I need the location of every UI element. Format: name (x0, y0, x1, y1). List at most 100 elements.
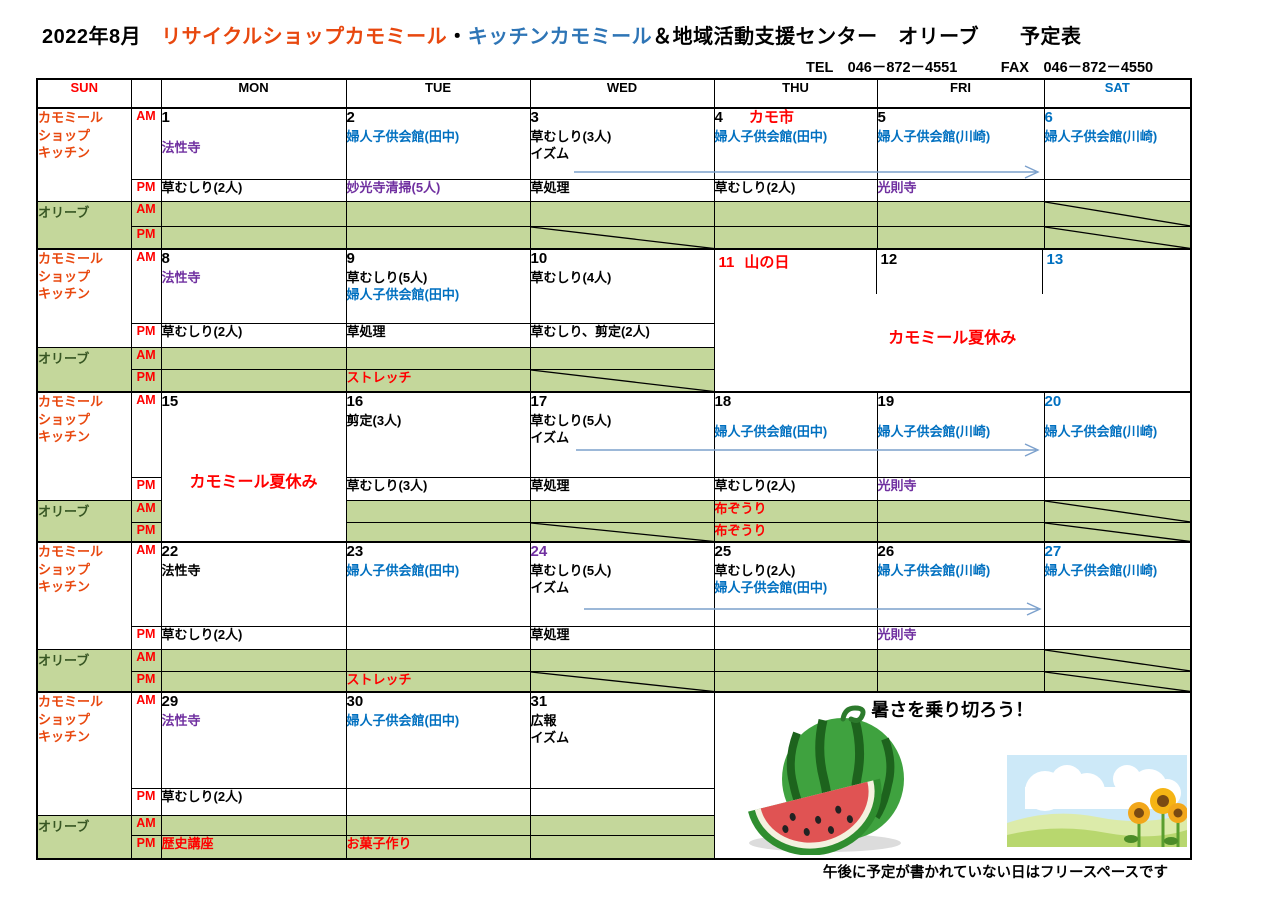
cell-aug17-olive-pm (529, 521, 715, 543)
day-number: 1 (161, 109, 170, 126)
title-shop-name: リサイクルショップカモミール (161, 26, 448, 48)
cell-aug20-olive-am (1043, 499, 1192, 523)
watermelon-illustration (747, 705, 904, 855)
event: 妙光寺清掃(5人) (346, 179, 441, 195)
cell-aug31-am: 31 広報 イズム (529, 691, 715, 789)
cell-aug18-pm: 草むしり(2人) (713, 476, 878, 501)
event: 草むしり(3人) (530, 129, 612, 145)
cell-aug1-olive-pm (160, 225, 347, 250)
event: 法性寺 (161, 713, 201, 729)
closed-diagonal-line (1045, 227, 1191, 249)
day-number: 19 (877, 393, 895, 410)
cell-aug2-olive-am (345, 200, 531, 227)
row-label-kamomile: カモミール ショップ キッチン (36, 691, 132, 816)
closed-diagonal-line (1045, 202, 1191, 226)
am-label: AM (130, 346, 162, 370)
cell-aug4-olive-pm (713, 225, 878, 250)
am-label: AM (130, 499, 162, 523)
am-label: AM (130, 648, 162, 672)
event: 草処理 (346, 323, 386, 339)
cell-aug22-pm: 草むしり(2人) (160, 625, 347, 650)
day-number: 18 (714, 393, 732, 410)
cell-aug16-pm: 草むしり(3人) (345, 476, 531, 501)
cell-aug22-am: 22 法性寺 (160, 541, 347, 627)
weekday-header-sat: SAT (1043, 78, 1192, 109)
cell-aug2-am: 2 婦人子供会館(田中) (345, 107, 531, 180)
cell-aug29-olive-pm: 歴史講座 (160, 834, 347, 860)
day-number: 29 (161, 693, 179, 710)
cell-aug24-pm: 草処理 (529, 625, 715, 650)
event: 光則寺 (877, 477, 917, 493)
row-label-olive: オリーブ (36, 814, 132, 860)
cell-aug19-am: 19 婦人子供会館(川崎) (876, 391, 1045, 478)
event: 草むしり(2人) (714, 179, 796, 195)
event: 草処理 (530, 626, 570, 642)
pm-label: PM (130, 834, 162, 860)
weekday-header-sun: SUN (36, 78, 132, 109)
cell-aug1-pm: 草むしり(2人) (160, 178, 347, 202)
day-number: 11 (718, 254, 735, 271)
day-number: 31 (530, 693, 548, 710)
cell-aug17-am: 17 草むしり(5人) イズム (529, 391, 715, 478)
cell-aug9-am: 9 草むしり(5人) 婦人子供会館(田中) (345, 248, 531, 324)
cell-aug20-pm (1043, 476, 1192, 501)
event: 草むしり(3人) (346, 477, 428, 493)
event: 草むしり(5人) (346, 270, 428, 286)
closed-diagonal-line (531, 370, 714, 392)
summer-break-merged-cell: 11 山の日 12 13 カモミール夏休み (713, 248, 1192, 393)
closed-diagonal-line (1045, 650, 1191, 671)
cell-aug16-olive-pm (345, 521, 531, 543)
cell-aug9-olive-am (345, 346, 531, 370)
day-number: 13 (1046, 251, 1064, 268)
cell-aug24-olive-pm (529, 670, 715, 693)
cell-aug13: 13 (1041, 251, 1188, 294)
holiday-label: 山の日 (744, 254, 790, 271)
cell-aug3-olive-am (529, 200, 715, 227)
cell-aug3-olive-pm (529, 225, 715, 250)
event: 草むしり(2人) (161, 323, 243, 339)
cell-aug6-olive-am (1043, 200, 1192, 227)
span-arrow-week4 (584, 602, 1042, 616)
cell-aug25-olive-am (713, 648, 878, 672)
cell-aug29-am: 29 法性寺 (160, 691, 347, 789)
am-label: AM (130, 541, 162, 627)
title-rest: ＆地域活動支援センター オリーブ 予定表 (652, 26, 1082, 48)
closed-diagonal-line (1045, 672, 1191, 692)
event: 婦人子供会館(田中) (346, 286, 460, 302)
day-number: 15 (161, 393, 179, 410)
cell-aug19-olive-pm (876, 521, 1045, 543)
title-kitchen-name: キッチンカモミール (467, 26, 653, 48)
event: イズム (530, 145, 570, 161)
cell-aug22-olive-am (160, 648, 347, 672)
am-label: AM (130, 107, 162, 180)
cell-aug17-pm: 草処理 (529, 476, 715, 501)
event: 法性寺 (161, 563, 201, 579)
pm-label: PM (130, 368, 162, 393)
event: 婦人子供会館(田中) (346, 563, 460, 579)
day-number: 23 (346, 543, 364, 560)
sunflower-field-illustration (1006, 755, 1187, 847)
cell-aug26-pm: 光則寺 (876, 625, 1045, 650)
cell-aug23-olive-am (345, 648, 531, 672)
row-label-kamomile: カモミール ショップ キッチン (36, 248, 132, 348)
pm-label: PM (130, 225, 162, 250)
event: 歴史講座 (161, 835, 214, 851)
event: 婦人子供会館(川崎) (1044, 563, 1158, 579)
row-label-olive: オリーブ (36, 648, 132, 693)
day-number: 17 (530, 393, 548, 410)
pm-label: PM (130, 625, 162, 650)
day-number: 3 (530, 109, 539, 126)
closed-diagonal-line (1045, 523, 1191, 542)
event-badge: カモ市 (748, 109, 794, 126)
cell-aug22-olive-pm (160, 670, 347, 693)
event: 草むしり(5人) (530, 563, 612, 579)
day-number: 30 (346, 693, 364, 710)
am-label: AM (130, 814, 162, 836)
event: 法性寺 (161, 140, 201, 156)
weekday-header-tue: TUE (345, 78, 531, 109)
event: 広報 (530, 713, 557, 729)
event: ストレッチ (346, 671, 412, 687)
closed-diagonal-line (531, 672, 714, 692)
cell-aug9-olive-pm: ストレッチ (345, 368, 531, 393)
closed-diagonal-line (531, 227, 714, 249)
